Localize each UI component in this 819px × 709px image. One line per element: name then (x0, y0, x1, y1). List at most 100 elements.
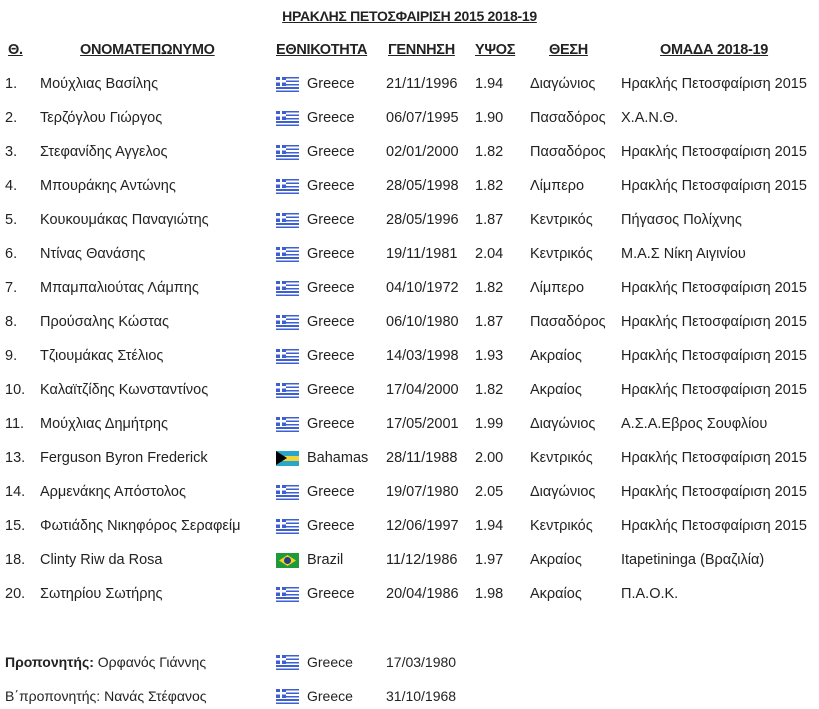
player-nationality: Greece (307, 416, 355, 432)
player-number: 20. (5, 586, 26, 602)
player-position: Ακραίος (530, 552, 582, 568)
page-title: ΗΡΑΚΛΗΣ ΠΕΤΟΣΦΑΙΡΙΣΗ 2015 2018-19 (282, 8, 537, 24)
table-row: 3. Στεφανίδης Αγγελος Greece 02/01/2000 … (0, 144, 819, 164)
player-height: 2.00 (475, 450, 504, 466)
player-team: Ηρακλής Πετοσφαίριση 2015 (621, 450, 807, 466)
player-name: Καλαϊτζίδης Κωνσταντίνος (40, 382, 209, 398)
header-height: ΥΨΟΣ (475, 42, 516, 58)
player-nationality: Greece (307, 586, 355, 602)
player-nationality: Greece (307, 212, 355, 228)
greece-flag-icon (276, 145, 299, 160)
table-row: 6. Ντίνας Θανάσης Greece 19/11/1981 2.04… (0, 246, 819, 266)
greece-flag-icon (276, 689, 299, 704)
player-name: Κουκουμάκας Παναγιώτης (40, 212, 209, 228)
greece-flag-icon (276, 485, 299, 500)
player-team: Ηρακλής Πετοσφαίριση 2015 (621, 314, 807, 330)
header-birth: ΓΕΝΝΗΣΗ (388, 42, 455, 58)
player-position: Ακραίος (530, 348, 582, 364)
staff-name-cell: Προπονητής: Ορφανός Γιάννης (5, 654, 206, 670)
greece-flag-icon (276, 179, 299, 194)
player-height: 1.87 (475, 314, 504, 330)
player-birth: 14/03/1998 (386, 348, 459, 364)
table-row: 8. Προύσαλης Κώστας Greece 06/10/1980 1.… (0, 314, 819, 334)
player-team: Ηρακλής Πετοσφαίριση 2015 (621, 76, 807, 92)
staff-birth: 31/10/1968 (386, 688, 457, 704)
player-birth: 20/04/1986 (386, 586, 459, 602)
player-number: 13. (5, 450, 26, 466)
player-position: Κεντρικός (530, 518, 593, 534)
staff-row: Προπονητής: Ορφανός Γιάννης Greece 17/03… (0, 654, 819, 674)
greece-flag-icon (276, 111, 299, 126)
player-number: 6. (5, 246, 18, 262)
player-name: Προύσαλης Κώστας (40, 314, 170, 330)
greece-flag-icon (276, 77, 299, 92)
player-height: 1.87 (475, 212, 504, 228)
player-birth: 19/07/1980 (386, 484, 459, 500)
player-team: Πήγασος Πολίχνης (621, 212, 742, 228)
player-team: Ηρακλής Πετοσφαίριση 2015 (621, 178, 807, 194)
player-number: 9. (5, 348, 18, 364)
player-team: Ηρακλής Πετοσφαίριση 2015 (621, 348, 807, 364)
greece-flag-icon (276, 281, 299, 296)
player-height: 2.05 (475, 484, 504, 500)
player-birth: 06/10/1980 (386, 314, 459, 330)
player-height: 1.97 (475, 552, 504, 568)
player-name: Τζιουμάκας Στέλιος (40, 348, 164, 364)
staff-name: Β΄προπονητής: Νανάς Στέφανος (5, 688, 207, 704)
player-nationality: Greece (307, 314, 355, 330)
player-position: Πασαδόρος (530, 144, 606, 160)
player-number: 18. (5, 552, 26, 568)
table-row: 15. Φωτιάδης Νικηφόρος Σεραφείμ Greece 1… (0, 518, 819, 538)
player-nationality: Greece (307, 484, 355, 500)
player-number: 4. (5, 178, 18, 194)
player-number: 1. (5, 76, 18, 92)
player-height: 1.93 (475, 348, 504, 364)
staff-name: Ορφανός Γιάννης (93, 654, 207, 670)
player-team: Ηρακλής Πετοσφαίριση 2015 (621, 382, 807, 398)
player-number: 15. (5, 518, 26, 534)
player-number: 11. (5, 416, 25, 432)
table-row: 5. Κουκουμάκας Παναγιώτης Greece 28/05/1… (0, 212, 819, 232)
table-row: 2. Τερζόγλου Γιώργος Greece 06/07/1995 1… (0, 110, 819, 130)
player-height: 1.82 (475, 178, 504, 194)
player-nationality: Bahamas (307, 450, 369, 466)
greece-flag-icon (276, 655, 299, 670)
table-row: 9. Τζιουμάκας Στέλιος Greece 14/03/1998 … (0, 348, 819, 368)
player-name: Μούχλιας Βασίλης (40, 76, 159, 92)
player-birth: 06/07/1995 (386, 110, 459, 126)
player-height: 1.98 (475, 586, 504, 602)
player-name: Ferguson Byron Frederick (40, 450, 208, 466)
player-birth: 04/10/1972 (386, 280, 459, 296)
greece-flag-icon (276, 587, 299, 602)
header-name: ΟΝΟΜΑΤΕΠΩΝΥΜΟ (80, 42, 215, 58)
greece-flag-icon (276, 383, 299, 398)
bahamas-flag-icon (276, 451, 299, 466)
table-row: 1. Μούχλιας Βασίλης Greece 21/11/1996 1.… (0, 76, 819, 96)
player-birth: 17/04/2000 (386, 382, 459, 398)
player-name: Ντίνας Θανάσης (40, 246, 146, 262)
greece-flag-icon (276, 417, 299, 432)
player-number: 7. (5, 280, 18, 296)
player-position: Πασαδόρος (530, 110, 606, 126)
player-height: 1.82 (475, 382, 504, 398)
table-row: 13. Ferguson Byron Frederick Bahamas 28/… (0, 450, 819, 470)
brazil-flag-icon (276, 553, 299, 568)
player-nationality: Greece (307, 518, 355, 534)
greece-flag-icon (276, 519, 299, 534)
player-number: 3. (5, 144, 18, 160)
player-birth: 02/01/2000 (386, 144, 459, 160)
player-nationality: Greece (307, 76, 355, 92)
staff-role: Προπονητής: (5, 654, 94, 670)
player-team: Ηρακλής Πετοσφαίριση 2015 (621, 484, 807, 500)
player-position: Ακραίος (530, 382, 582, 398)
player-height: 2.04 (475, 246, 504, 262)
greece-flag-icon (276, 315, 299, 330)
table-row: 10. Καλαϊτζίδης Κωνσταντίνος Greece 17/0… (0, 382, 819, 402)
player-birth: 19/11/1981 (386, 246, 458, 262)
player-nationality: Greece (307, 178, 355, 194)
player-height: 1.90 (475, 110, 504, 126)
staff-nationality: Greece (307, 654, 353, 670)
player-team: Μ.Α.Σ Νίκη Αιγινίου (621, 246, 746, 262)
table-row: 11. Μούχλιας Δημήτρης Greece 17/05/2001 … (0, 416, 819, 436)
player-position: Κεντρικός (530, 450, 593, 466)
